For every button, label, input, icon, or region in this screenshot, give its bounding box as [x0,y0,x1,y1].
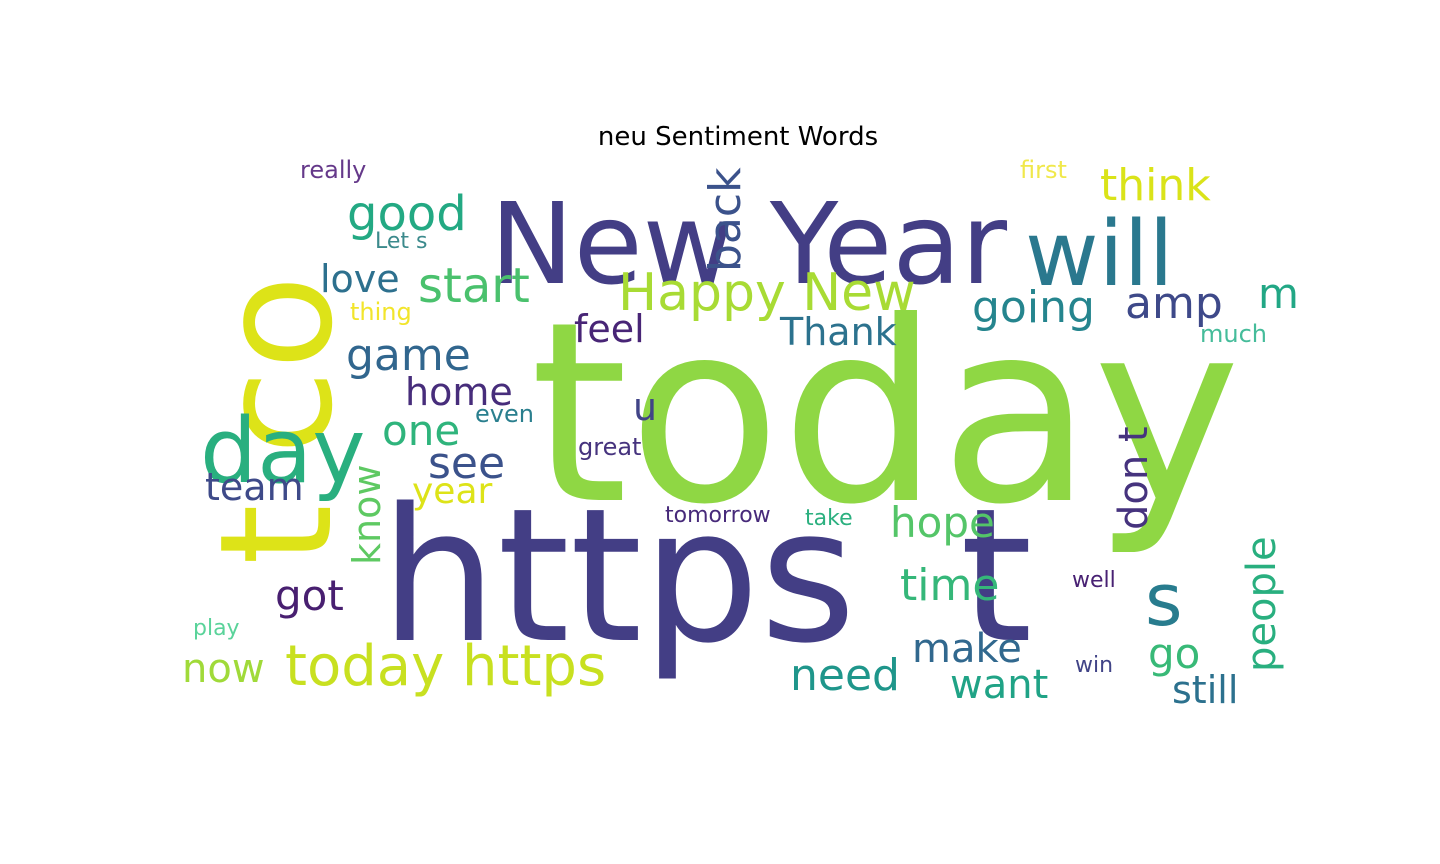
word-let-s: Let s [375,229,428,254]
word-don-t: don t [1111,426,1157,530]
word-u: u [633,385,657,429]
word-start: start [418,258,530,314]
word-t: t [960,468,1033,684]
word-still: still [1172,668,1238,712]
word-back: back [700,167,751,272]
word-win: win [1075,653,1113,678]
word-need: need [790,650,900,701]
word-go: go [1148,629,1200,678]
word-want: want [950,662,1048,708]
word-people: people [1239,536,1285,672]
word-going: going [972,282,1095,333]
word-happy-new: Happy New [618,263,916,323]
word-will: will [1025,202,1174,307]
word-think: think [1100,160,1211,211]
word-https: https [380,468,856,684]
word-t-co: t co [186,275,367,565]
word-thank: Thank [779,310,897,354]
word-now: now [182,646,265,692]
word-day: day [200,399,366,504]
word-hope: hope [890,498,995,547]
word-amp: amp [1125,278,1223,329]
word-take: take [805,506,853,531]
chart-title: neu Sentiment Words [597,122,879,152]
word-team: team [205,465,304,509]
word-m: m [1258,269,1299,318]
word-love: love [320,257,400,301]
word-new-year: New Year [490,180,1008,310]
word-great: great [578,433,641,461]
word-game: game [346,330,471,381]
word-s: s [1145,558,1183,642]
word-feel: feel [574,307,645,351]
word-even: even [475,400,534,428]
word-got: got [275,571,344,620]
word-make: make [912,626,1022,672]
word-play: play [193,616,240,641]
word-year: year [412,471,493,512]
word-good: good [347,186,467,242]
word-really: really [300,156,366,184]
word-see: see [428,438,505,489]
word-home: home [405,370,513,414]
word-well: well [1072,568,1116,593]
word-much: much [1200,320,1267,348]
word-tomorrow: tomorrow [665,503,771,528]
word-know: know [345,465,389,565]
word-today-https: today https [285,634,606,699]
word-first: first [1020,156,1067,184]
word-today: today [530,268,1241,559]
word-time: time [900,560,999,611]
word-one: one [382,406,460,455]
word-thing: thing [350,298,412,326]
